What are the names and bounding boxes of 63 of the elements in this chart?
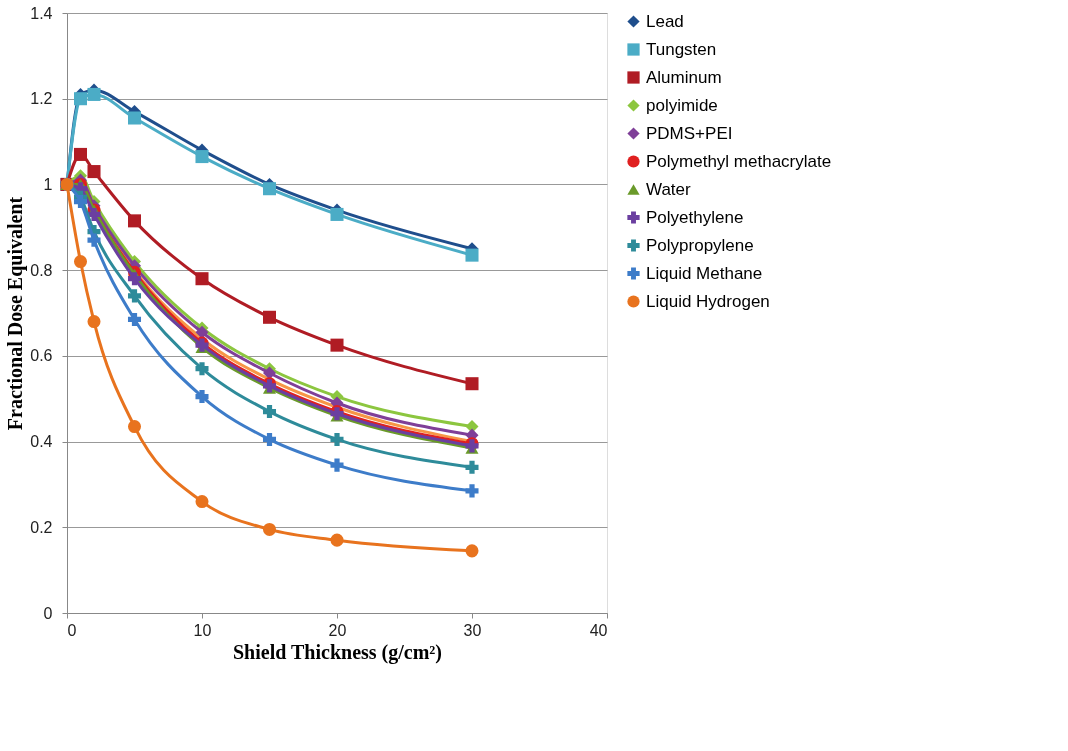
point bbox=[73, 255, 88, 269]
legend-label: Polymethyl methacrylate bbox=[646, 151, 832, 171]
point bbox=[127, 289, 142, 303]
point bbox=[127, 312, 142, 326]
x-tick-label: 0 bbox=[67, 621, 77, 639]
point bbox=[330, 458, 344, 472]
point bbox=[330, 338, 344, 352]
x-axis-title: Shield Thickness (g/cm²) bbox=[233, 640, 442, 664]
point bbox=[262, 310, 277, 324]
y-tick-label: 0.8 bbox=[30, 261, 53, 279]
point bbox=[87, 87, 101, 101]
legend-label: Liquid Methane bbox=[646, 263, 763, 283]
point bbox=[127, 272, 142, 286]
point bbox=[262, 432, 277, 446]
legend-label: Liquid Hydrogen bbox=[646, 291, 770, 311]
y-axis-title: Fractional Dose Equivalent bbox=[4, 196, 28, 431]
legend-label: PDMS+PEI bbox=[646, 123, 733, 143]
point bbox=[73, 92, 88, 106]
point bbox=[330, 432, 344, 446]
point bbox=[262, 522, 277, 536]
point bbox=[262, 366, 277, 380]
point bbox=[465, 377, 479, 391]
y-tick-label: 0 bbox=[43, 604, 53, 622]
legend-label: Water bbox=[646, 179, 692, 199]
x-tick-label: 20 bbox=[328, 621, 347, 639]
y-tick-label: 1 bbox=[43, 175, 53, 193]
point bbox=[87, 207, 101, 221]
legend-label: polyimide bbox=[646, 95, 718, 115]
point bbox=[195, 362, 209, 376]
y-tick-label: 1.4 bbox=[30, 4, 53, 22]
point bbox=[262, 182, 277, 196]
point bbox=[87, 233, 101, 247]
point bbox=[262, 405, 277, 419]
y-tick-label: 0.2 bbox=[30, 518, 53, 536]
legend-label: Lead bbox=[646, 11, 684, 31]
point bbox=[127, 214, 142, 228]
point bbox=[330, 207, 344, 221]
point bbox=[465, 460, 479, 474]
legend-label: Polyethylene bbox=[646, 207, 744, 227]
point bbox=[87, 165, 101, 179]
point bbox=[195, 390, 209, 404]
x-tick-label: 10 bbox=[193, 621, 212, 639]
point bbox=[195, 495, 209, 509]
legend-label: Polypropylene bbox=[646, 235, 754, 255]
y-tick-label: 0.6 bbox=[30, 347, 53, 365]
x-tick-label: 30 bbox=[463, 621, 482, 639]
y-tick-label: 1.2 bbox=[30, 90, 53, 108]
legend-label: Aluminum bbox=[646, 67, 722, 87]
legend-label: Tungsten bbox=[646, 39, 717, 59]
point bbox=[73, 147, 88, 161]
point bbox=[127, 111, 142, 125]
point bbox=[465, 544, 479, 558]
point bbox=[127, 420, 142, 434]
x-tick-label: 40 bbox=[589, 621, 608, 639]
point bbox=[195, 272, 209, 286]
point bbox=[330, 533, 344, 547]
point bbox=[465, 484, 479, 498]
point bbox=[73, 195, 88, 209]
y-tick-label: 0.4 bbox=[30, 433, 53, 451]
point bbox=[87, 315, 101, 329]
point bbox=[465, 248, 479, 262]
point bbox=[195, 325, 209, 339]
point bbox=[195, 150, 209, 164]
